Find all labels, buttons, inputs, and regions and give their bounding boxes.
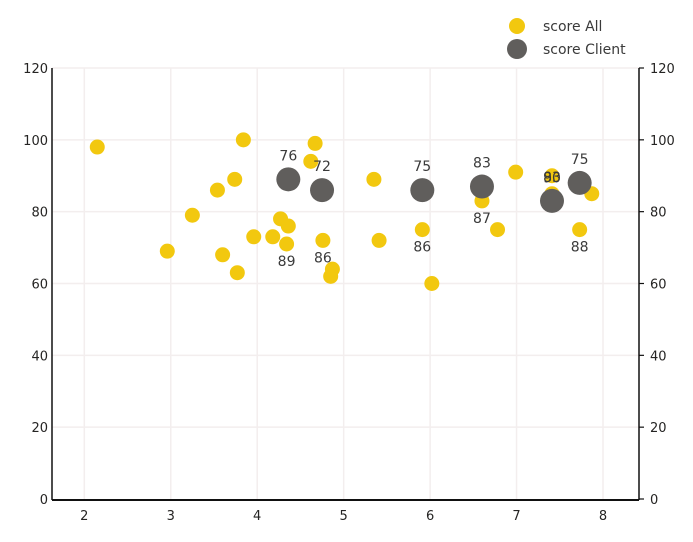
data-point-score-client[interactable]: [567, 170, 592, 195]
data-point-score-client[interactable]: [469, 174, 494, 199]
data-point-score-all[interactable]: [159, 243, 175, 259]
data-label-score-all: 86: [314, 250, 332, 266]
x-tick-label: 6: [426, 509, 434, 524]
data-label-score-all: 86: [413, 240, 431, 256]
data-label-score-client: 75: [413, 159, 431, 175]
data-point-score-all[interactable]: [424, 276, 440, 291]
x-tick-label: 4: [253, 509, 261, 524]
x-tick-label: 7: [512, 509, 520, 524]
legend: score All score Client: [507, 18, 626, 59]
y2-tick-label: 0: [650, 493, 658, 508]
data-point-score-all[interactable]: [323, 268, 339, 284]
data-labels: 76 72 75 83 83 75 89 86 86 87 90 88: [278, 148, 589, 270]
data-point-score-all[interactable]: [215, 247, 231, 263]
data-point-score-all[interactable]: [366, 171, 382, 187]
data-label-score-all: 90: [543, 171, 561, 187]
y-tick-label: 20: [31, 421, 48, 436]
data-label-score-all: 89: [278, 254, 296, 270]
data-label-score-client: 72: [313, 159, 331, 175]
x-tick-label: 8: [599, 509, 607, 524]
gridlines: [52, 67, 639, 499]
data-point-score-all[interactable]: [246, 229, 262, 245]
data-label-score-client: 83: [473, 156, 491, 172]
data-point-score-all[interactable]: [265, 229, 281, 245]
series-score-client: [276, 167, 592, 213]
data-point-score-client[interactable]: [310, 178, 335, 203]
y2-tick-label: 120: [650, 62, 675, 77]
x-tick-label: 5: [340, 509, 348, 524]
data-point-score-all[interactable]: [229, 265, 245, 281]
legend-marker-score-all[interactable]: [509, 18, 525, 34]
data-point-score-all[interactable]: [209, 182, 225, 198]
data-point-score-all[interactable]: [235, 132, 251, 148]
legend-marker-score-client[interactable]: [507, 39, 527, 59]
y-tick-label: 100: [23, 134, 48, 149]
y-tick-label: 40: [31, 349, 48, 364]
data-point-score-all[interactable]: [572, 222, 588, 238]
data-point-score-client[interactable]: [410, 178, 435, 203]
data-point-score-all[interactable]: [371, 232, 387, 248]
data-point-score-all[interactable]: [303, 153, 319, 169]
y2-tick-label: 100: [650, 134, 675, 149]
data-point-score-all[interactable]: [490, 222, 506, 238]
legend-label-score-client[interactable]: score Client: [543, 42, 626, 58]
data-point-score-all[interactable]: [307, 135, 323, 151]
data-label-score-all: 88: [571, 240, 589, 256]
data-point-score-all[interactable]: [280, 218, 296, 234]
data-point-score-client[interactable]: [539, 188, 564, 213]
y2-tick-label: 60: [650, 278, 667, 293]
data-point-score-all[interactable]: [414, 222, 430, 238]
y2-tick-label: 80: [650, 206, 667, 221]
data-point-score-all[interactable]: [227, 171, 243, 187]
data-point-score-all[interactable]: [315, 232, 331, 248]
data-point-score-all[interactable]: [89, 139, 105, 155]
data-point-score-client[interactable]: [276, 167, 301, 192]
y2-tick-label: 20: [650, 421, 667, 436]
data-point-score-all[interactable]: [544, 168, 560, 184]
data-point-score-all[interactable]: [184, 207, 200, 223]
data-label-score-all: 87: [473, 211, 491, 227]
y-tick-label: 80: [31, 206, 48, 221]
data-label-score-client: 83: [543, 170, 561, 186]
data-label-score-client: 75: [571, 152, 589, 168]
legend-label-score-all[interactable]: score All: [543, 19, 602, 35]
data-point-score-all[interactable]: [279, 236, 295, 252]
y-tick-label: 0: [40, 493, 48, 508]
y2-tick-label: 40: [650, 349, 667, 364]
axes: 0 20 40 60 80 100 120 0 20 40 60 80 100 120 2 3 4 5 6 7 8: [23, 62, 675, 524]
x-tick-label: 3: [167, 509, 175, 524]
y-tick-label: 60: [31, 278, 48, 293]
data-point-score-all[interactable]: [508, 164, 524, 180]
y-tick-label: 120: [23, 62, 48, 77]
data-label-score-client: 76: [279, 148, 297, 164]
x-tick-label: 2: [80, 509, 88, 524]
